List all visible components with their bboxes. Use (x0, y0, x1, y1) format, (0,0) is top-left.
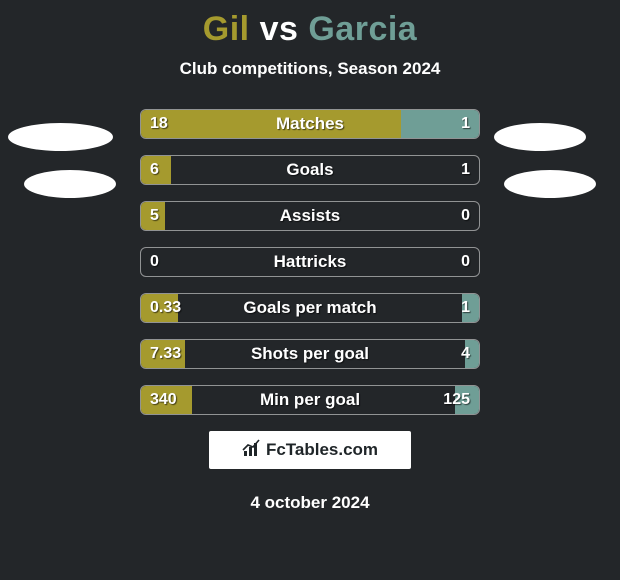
stat-label: Shots per goal (140, 339, 480, 369)
stat-row: 00Hattricks (140, 247, 480, 277)
decorative-oval (494, 123, 586, 151)
stat-row: 0.331Goals per match (140, 293, 480, 323)
decorative-oval (24, 170, 116, 198)
attribution-text: FcTables.com (266, 440, 378, 460)
stat-row: 340125Min per goal (140, 385, 480, 415)
stat-row: 181Matches (140, 109, 480, 139)
subtitle: Club competitions, Season 2024 (0, 59, 620, 79)
player-right-name: Garcia (308, 10, 417, 48)
stat-row: 50Assists (140, 201, 480, 231)
stat-label: Matches (140, 109, 480, 139)
attribution-badge[interactable]: FcTables.com (209, 431, 411, 469)
stat-label: Goals per match (140, 293, 480, 323)
decorative-oval (8, 123, 113, 151)
decorative-oval (504, 170, 596, 198)
stat-label: Hattricks (140, 247, 480, 277)
stat-label: Assists (140, 201, 480, 231)
player-left-name: Gil (203, 10, 250, 48)
date-text: 4 october 2024 (0, 493, 620, 513)
page-title: Gil vs Garcia (0, 0, 620, 49)
vs-separator: vs (260, 10, 299, 48)
chart-icon (242, 439, 262, 462)
stat-label: Min per goal (140, 385, 480, 415)
stat-label: Goals (140, 155, 480, 185)
comparison-chart: 181Matches 61Goals 50Assists 00Hattricks 0.3… (0, 109, 620, 415)
stat-row: 61Goals (140, 155, 480, 185)
stat-row: 7.334Shots per goal (140, 339, 480, 369)
